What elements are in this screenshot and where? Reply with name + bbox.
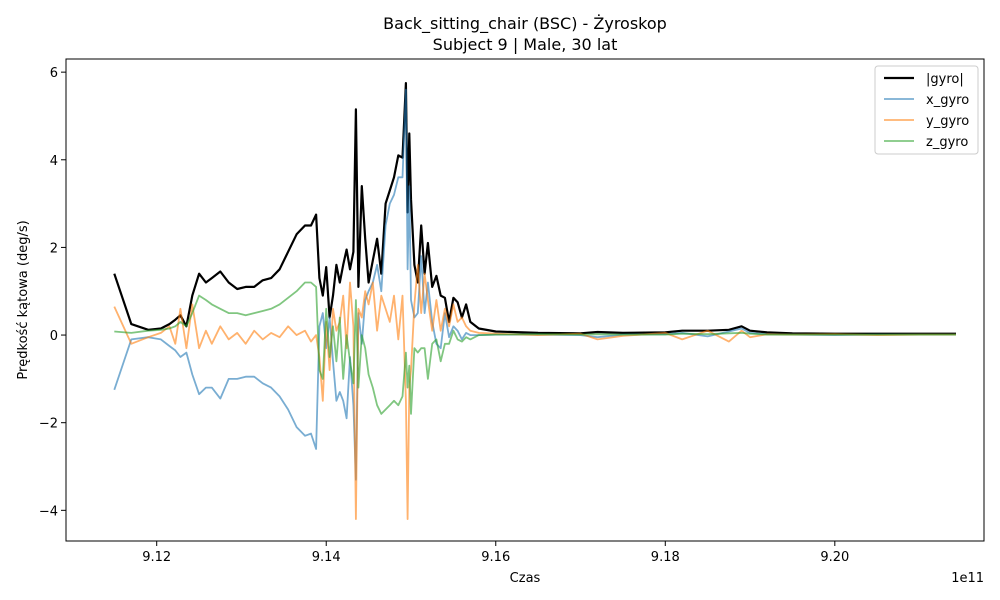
legend-label: y_gyro [926, 114, 969, 129]
x-tick-label: 9.20 [820, 550, 849, 565]
y-tick-label: 2 [50, 241, 58, 256]
y-tick-label: 4 [50, 154, 58, 169]
legend: |gyro| x_gyro y_gyro z_gyro [874, 65, 979, 155]
legend-label: |gyro| [926, 72, 964, 87]
y-axis-label: Prędkość kątowa (deg/s) [16, 220, 31, 379]
legend-label: z_gyro [926, 135, 968, 150]
chart-title: Back_sitting_chair (BSC) - Żyroskop [383, 14, 667, 34]
y-tick-label: 0 [50, 329, 58, 344]
series-group [113, 81, 956, 520]
x-tick-label: 9.16 [481, 550, 510, 565]
x-tick-label: 9.18 [651, 550, 680, 565]
x-tick-label: 9.12 [142, 550, 171, 565]
x-axis-label: Czas [510, 571, 541, 586]
legend-label: x_gyro [926, 93, 969, 108]
y-tick-label: 6 [50, 66, 58, 81]
x-tick-label: 9.14 [312, 550, 341, 565]
series-line-z_gyro [114, 281, 956, 415]
chart-subtitle: Subject 9 | Male, 30 lat [433, 35, 618, 54]
y-tick-label: −4 [39, 504, 58, 519]
plot-area-frame [65, 58, 985, 542]
y-tick-label: −2 [39, 417, 58, 432]
series-line-y_gyro [113, 263, 956, 520]
series-line-x_gyro [113, 88, 956, 481]
series-line-gyro [113, 81, 956, 335]
legend-box [874, 65, 979, 155]
axis-ticks: 9.12 9.14 9.16 9.18 9.20 −4 −2 0 2 4 6 [39, 66, 849, 565]
x-axis-offset-label: 1e11 [951, 571, 984, 586]
